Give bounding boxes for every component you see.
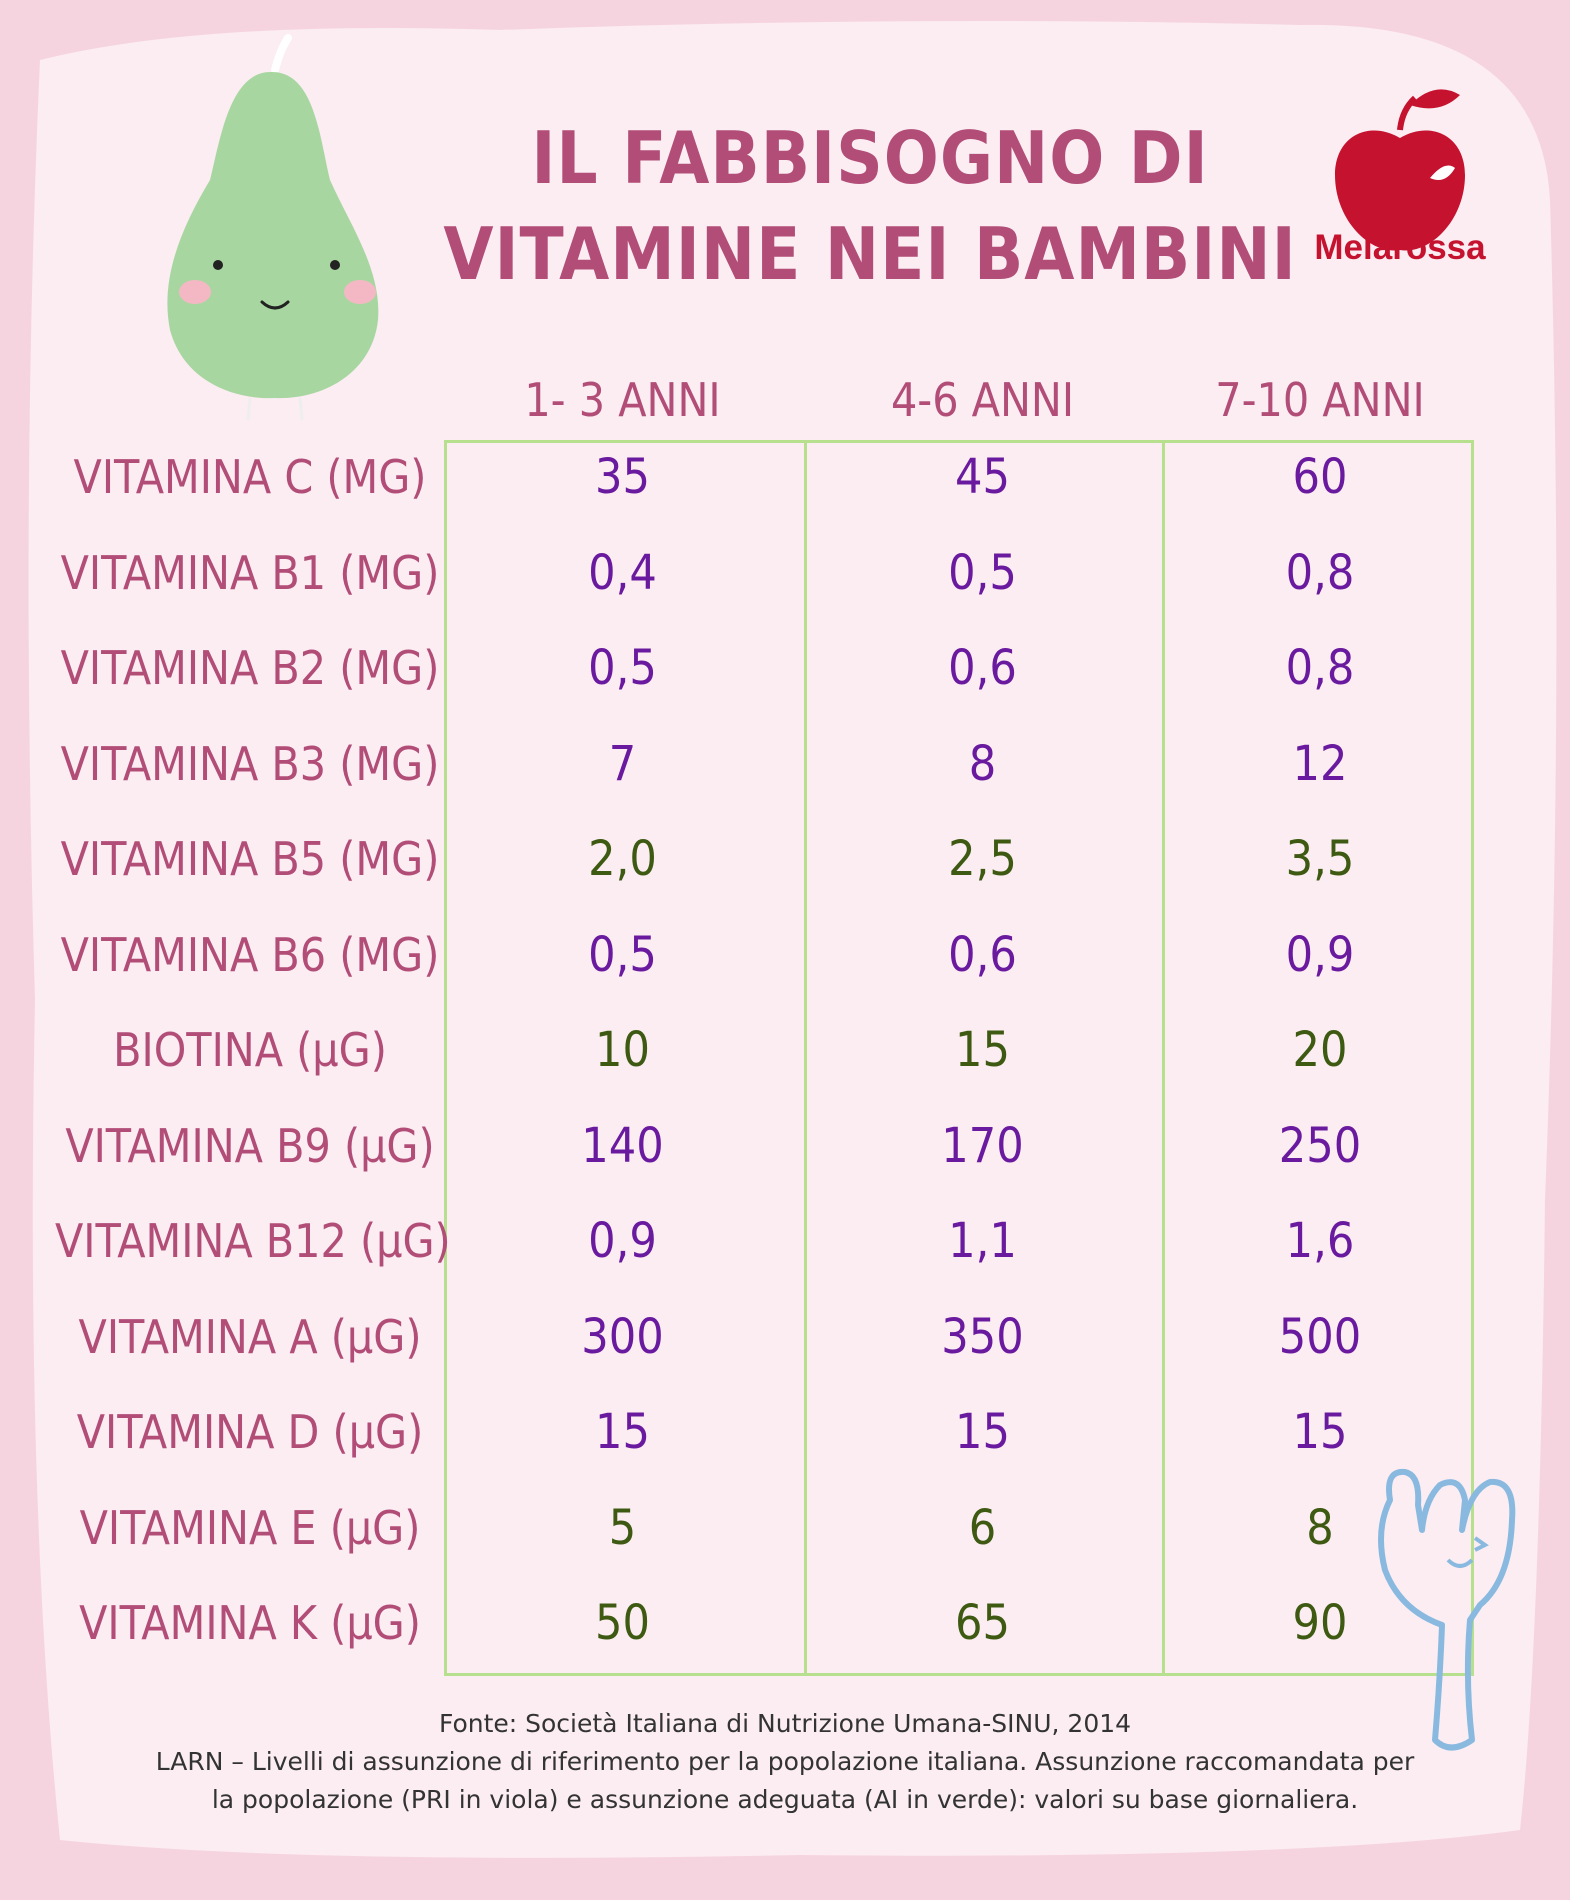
page-title: IL FABBISOGNO DI VITAMINE NEI BAMBINI [390,110,1350,302]
table-cell: 140 [581,1118,664,1174]
table-cell: 60 [1292,449,1348,505]
table-cell: 0,5 [948,545,1017,601]
title-line-1: IL FABBISOGNO DI [531,116,1209,200]
table-cell: 0,9 [588,1213,657,1269]
row-label: VITAMINA B3 (MG) [60,737,440,791]
footer-source-note: Fonte: Società Italiana di Nutrizione Um… [60,1705,1510,1819]
table-cell: 5 [608,1500,637,1556]
footer-line-1: Fonte: Società Italiana di Nutrizione Um… [438,1709,1132,1738]
row-label: VITAMINA E (µG) [79,1501,421,1555]
table-cell: 2,0 [588,831,657,887]
row-label: VITAMINA B12 (µG) [55,1214,451,1268]
row-label: VITAMINA D (µG) [76,1405,424,1459]
table-cell: 65 [955,1595,1010,1651]
table-cell: 6 [968,1500,997,1556]
values-table-frame [444,440,1474,1676]
table-cell: 12 [1292,736,1348,792]
table-cell: 35 [595,449,650,505]
row-label: VITAMINA C (MG) [73,450,427,504]
table-cell: 15 [1292,1404,1348,1460]
row-label: VITAMINA A (µG) [78,1310,422,1364]
table-cell: 0,5 [588,927,657,983]
row-label: VITAMINA B6 (MG) [60,928,440,982]
fork-character-icon [1378,1468,1516,1751]
table-cell: 15 [955,1022,1010,1078]
table-cell: 0,4 [588,545,657,601]
table-cell: 20 [1292,1022,1348,1078]
table-cell: 300 [581,1309,664,1365]
row-label: BIOTINA (µG) [113,1023,387,1077]
column-divider [804,440,807,1676]
brand-logo-text: Melarossa [1314,228,1486,267]
column-header-1-3: 1- 3 ANNI [524,373,721,427]
row-label: VITAMINA B2 (MG) [60,641,440,695]
table-cell: 8 [968,736,997,792]
table-cell: 15 [955,1404,1010,1460]
table-cell: 45 [955,449,1010,505]
title-line-2: VITAMINE NEI BAMBINI [443,212,1297,296]
table-cell: 1,1 [948,1213,1017,1269]
pear-character-icon [167,34,379,421]
table-cell: 2,5 [948,831,1017,887]
table-cell: 350 [941,1309,1024,1365]
table-cell: 500 [1278,1309,1362,1365]
column-divider [1162,440,1165,1676]
table-cell: 15 [595,1404,650,1460]
table-cell: 8 [1306,1500,1334,1556]
column-header-4-6: 4-6 ANNI [890,373,1075,427]
footer-line-3: la popolazione (PRI in viola) e assunzio… [211,1785,1359,1814]
footer-line-2: LARN – Livelli di assunzione di riferime… [155,1747,1415,1776]
table-cell: 0,6 [948,640,1017,696]
row-label: VITAMINA B5 (MG) [60,832,440,886]
table-cell: 3,5 [1285,831,1355,887]
apple-logo-icon [1335,89,1465,251]
table-cell: 1,6 [1285,1213,1355,1269]
table-cell: 0,6 [948,927,1017,983]
table-cell: 0,8 [1285,640,1355,696]
table-cell: 0,9 [1285,927,1355,983]
table-cell: 250 [1278,1118,1362,1174]
table-cell: 50 [595,1595,650,1651]
table-cell: 0,8 [1285,545,1355,601]
column-header-7-10: 7-10 ANNI [1215,373,1425,427]
table-cell: 7 [608,736,637,792]
table-cell: 10 [595,1022,650,1078]
row-label: VITAMINA B1 (MG) [60,546,440,600]
row-label: VITAMINA K (µG) [79,1596,421,1650]
table-cell: 90 [1292,1595,1348,1651]
row-label: VITAMINA B9 (µG) [65,1119,435,1173]
table-cell: 0,5 [588,640,657,696]
table-cell: 170 [941,1118,1024,1174]
